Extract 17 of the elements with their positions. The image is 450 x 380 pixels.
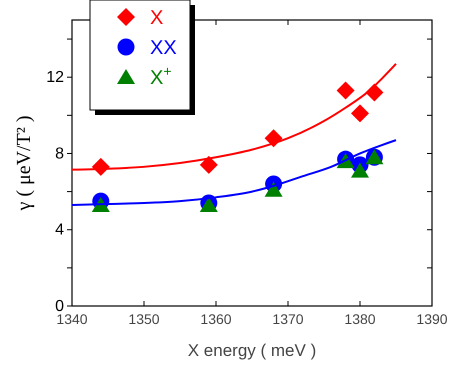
x-tick-label: 1350 [128,311,160,327]
legend-label: X [150,7,164,29]
legend-label: XX [150,37,177,59]
y-tick-label: 8 [55,145,64,162]
point [200,156,218,174]
point [351,104,369,122]
x-tick-label: 1370 [272,311,304,327]
legend-label: X$^{+}$ [150,63,172,89]
x-axis-title: X energy ( meV ) [188,341,316,360]
x-tick-label: 1390 [416,311,448,327]
x-tick-label: 1360 [200,311,232,327]
y-tick-label: 12 [46,69,64,86]
x-tick-label: 1380 [344,311,376,327]
y-axis-title: γ ( μeV/T² ) [13,116,35,212]
point [351,162,369,178]
y-tick-label: 4 [55,222,64,239]
point [336,82,355,100]
